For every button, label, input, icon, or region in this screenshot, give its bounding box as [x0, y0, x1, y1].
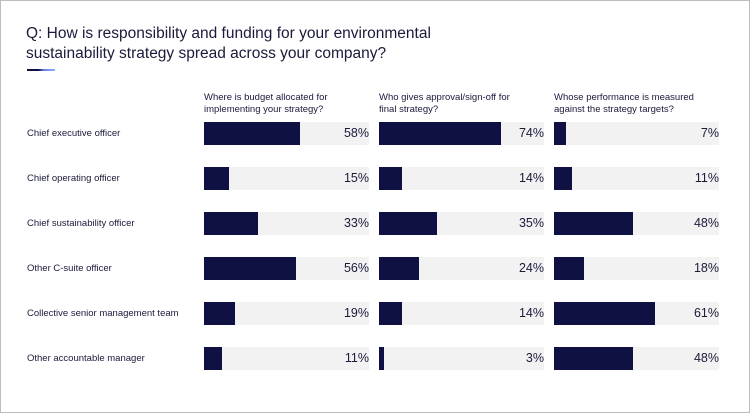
bar-track: 56%: [204, 257, 369, 280]
data-label: 18%: [693, 261, 719, 275]
bar-track: 48%: [554, 212, 719, 235]
bar: [554, 167, 573, 190]
data-label: 35%: [518, 216, 544, 230]
category-label: Chief operating officer: [27, 173, 120, 184]
bar: [204, 347, 223, 370]
bar-track: 61%: [554, 302, 719, 325]
data-label: 74%: [518, 126, 544, 140]
bar: [379, 212, 437, 235]
bar-track: 48%: [554, 347, 719, 370]
data-label: 61%: [693, 306, 719, 320]
bar: [554, 212, 634, 235]
bar-track: 3%: [379, 347, 544, 370]
chart-title: Q: How is responsibility and funding for…: [26, 25, 431, 62]
data-label: 7%: [700, 126, 719, 140]
column-header-2: Who gives approval/sign-off for final st…: [379, 92, 510, 115]
bar: [379, 167, 403, 190]
bar-track: 74%: [379, 122, 544, 145]
column-header-1: Where is budget allocated for implementi…: [204, 92, 328, 115]
bar-track: 14%: [379, 167, 544, 190]
data-label: 58%: [343, 126, 369, 140]
bar: [554, 347, 634, 370]
column-header-3: Whose performance is measured against th…: [554, 92, 694, 115]
bar: [204, 257, 297, 280]
bar: [554, 122, 566, 145]
data-label: 56%: [343, 261, 369, 275]
bar-track: 11%: [204, 347, 369, 370]
bar: [379, 122, 502, 145]
data-label: 11%: [344, 351, 369, 365]
bar: [204, 212, 259, 235]
data-label: 48%: [693, 351, 719, 365]
category-label: Chief sustainability officer: [27, 218, 135, 229]
bar: [379, 347, 384, 370]
data-label: 14%: [518, 306, 544, 320]
data-label: 33%: [343, 216, 369, 230]
bar-track: 14%: [379, 302, 544, 325]
bar-track: 15%: [204, 167, 369, 190]
category-label: Other accountable manager: [27, 353, 145, 364]
bar: [379, 302, 403, 325]
bar-track: 7%: [554, 122, 719, 145]
bar-track: 19%: [204, 302, 369, 325]
bar-track: 58%: [204, 122, 369, 145]
bar-track: 11%: [554, 167, 719, 190]
data-label: 14%: [518, 171, 544, 185]
data-label: 3%: [525, 351, 544, 365]
category-label: Chief executive officer: [27, 128, 121, 139]
bar: [554, 302, 655, 325]
title-accent-line: [27, 69, 55, 71]
data-label: 15%: [343, 171, 369, 185]
data-label: 24%: [518, 261, 544, 275]
bar: [204, 122, 300, 145]
bar: [204, 167, 229, 190]
bar-track: 33%: [204, 212, 369, 235]
bar: [204, 302, 236, 325]
bar-track: 35%: [379, 212, 544, 235]
category-label: Other C-suite officer: [27, 263, 112, 274]
bar-track: 24%: [379, 257, 544, 280]
category-label: Collective senior management team: [27, 308, 179, 319]
data-label: 19%: [343, 306, 369, 320]
data-label: 11%: [694, 171, 719, 185]
bar: [379, 257, 419, 280]
data-label: 48%: [693, 216, 719, 230]
bar-track: 18%: [554, 257, 719, 280]
bar: [554, 257, 584, 280]
